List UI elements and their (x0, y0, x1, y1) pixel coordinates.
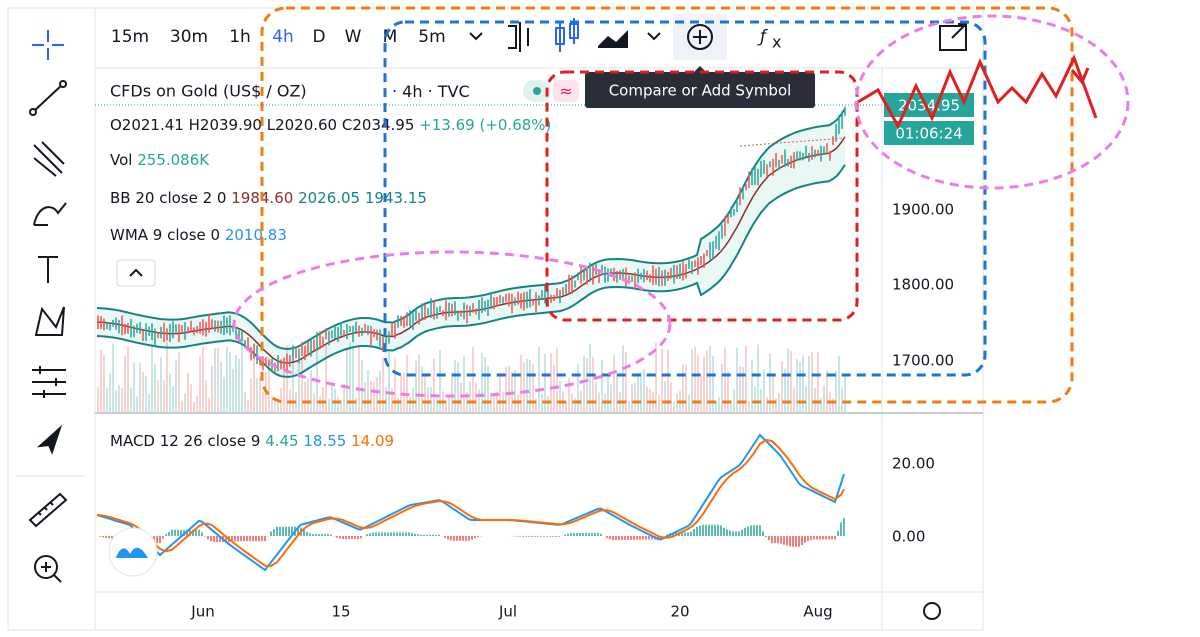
last-price: 2034.95 (898, 97, 960, 115)
collapse-button[interactable] (116, 259, 156, 287)
bb-fill (97, 108, 845, 377)
settings-icon[interactable] (923, 602, 941, 620)
macd-tick: 0.00 (892, 528, 925, 546)
prediction-tool[interactable] (32, 366, 66, 398)
bars-icon[interactable] (508, 22, 529, 52)
tooltip-text: Compare or Add Symbol (609, 82, 792, 100)
wma-legend: WMA 9 close 0 2010.83 (110, 226, 287, 244)
interval-button[interactable]: 15m (111, 27, 149, 47)
area-icon[interactable] (598, 30, 628, 48)
bb-legend: BB 20 close 2 0 1984.60 2026.05 1943.15 (110, 189, 427, 207)
pink-ellipse (854, 14, 1130, 190)
pink-ellipse (232, 250, 672, 398)
top-toolbar: 15m 30m 1h 4h D W M 5m (111, 27, 446, 47)
pattern-tool[interactable] (34, 306, 65, 336)
price-tick: 1700.00 (892, 352, 954, 370)
signal-line (96, 438, 845, 568)
time-tick: Aug (803, 603, 832, 621)
time-tick: 15 (331, 603, 350, 621)
symbol-name: CFDs on Gold (US$ / OZ) (110, 82, 307, 101)
indicators-icon[interactable]: ƒ (757, 27, 768, 47)
interval: 4h (402, 82, 422, 101)
compare-pill[interactable] (553, 80, 579, 102)
close: C2034.95 (342, 116, 415, 134)
cursor-tool[interactable] (37, 424, 63, 455)
candles-icon[interactable] (555, 18, 579, 52)
value: 2026.05 (298, 189, 360, 207)
logo-icon (116, 547, 148, 558)
text-tool[interactable] (38, 256, 58, 283)
resistance-line (739, 137, 846, 147)
interval-button[interactable]: 1h (229, 27, 251, 47)
source: TVC (437, 82, 470, 101)
left-toolbar (28, 30, 68, 583)
red-box (545, 70, 859, 322)
bb-lower (96, 164, 846, 378)
interval-button[interactable]: D (312, 27, 325, 47)
change: +13.69 (+0.68%) (419, 116, 551, 134)
compare-icon (687, 24, 713, 50)
interval-button[interactable]: 5m (418, 27, 445, 47)
value: 4.45 (265, 432, 298, 450)
value: 14.09 (351, 432, 394, 450)
fib-tool[interactable] (33, 141, 65, 177)
label: MACD 12 26 close 9 (110, 432, 260, 450)
macd-histogram (99, 518, 845, 547)
time-tick: Jul (498, 603, 517, 621)
volume-legend: Vol 255.086K (110, 151, 210, 169)
zoom-tool[interactable] (34, 555, 58, 579)
tooltip (585, 72, 815, 108)
arrow-head (1070, 67, 1090, 85)
countdown: 01:06:24 (895, 125, 962, 143)
interval-button[interactable]: 30m (170, 27, 208, 47)
indicators-icon: x (772, 33, 781, 52)
symbol-interval: · 4h · TVC (392, 82, 470, 101)
candles (97, 106, 846, 374)
value: 18.55 (303, 432, 346, 450)
open: O2021.41 (110, 116, 184, 134)
value: 1943.15 (365, 189, 427, 207)
price-tick: 1800.00 (892, 276, 954, 294)
value: 2010.83 (225, 226, 287, 244)
trendline-tool[interactable] (32, 83, 64, 113)
macd-legend: MACD 12 26 close 9 4.45 18.55 14.09 (110, 432, 394, 450)
crosshair-tool[interactable] (32, 30, 64, 60)
fullscreen-icon[interactable] (939, 23, 967, 51)
ohlc: O2021.41 H2039.90 L2020.60 C2034.95 +13.… (110, 116, 551, 134)
brush-tool[interactable] (33, 202, 67, 226)
annotations (232, 6, 1130, 404)
compare-pill-icon: ≈ (559, 82, 572, 101)
compare-icon (693, 30, 707, 44)
blue-box (383, 20, 987, 377)
bb-upper (96, 108, 846, 350)
orange-box (260, 6, 1074, 404)
price-tick: 1900.00 (892, 201, 954, 219)
frame (7, 7, 984, 631)
time-tick: Jun (190, 603, 214, 621)
value: 255.086K (137, 151, 210, 169)
low: L2020.60 (267, 116, 337, 134)
label: WMA 9 close 0 (110, 226, 220, 244)
interval-button[interactable]: 4h (272, 27, 294, 47)
high: H2039.90 (189, 116, 262, 134)
macd-line (96, 433, 845, 572)
time-tick: 20 (670, 603, 689, 621)
measure-tool[interactable] (28, 492, 68, 528)
label: Vol (110, 151, 132, 169)
macd-tick: 20.00 (892, 455, 935, 473)
interval-button[interactable]: W (345, 27, 362, 47)
forecast-arrow (857, 54, 1098, 130)
label: BB 20 close 2 0 (110, 189, 226, 207)
dropdown[interactable] (469, 32, 661, 41)
